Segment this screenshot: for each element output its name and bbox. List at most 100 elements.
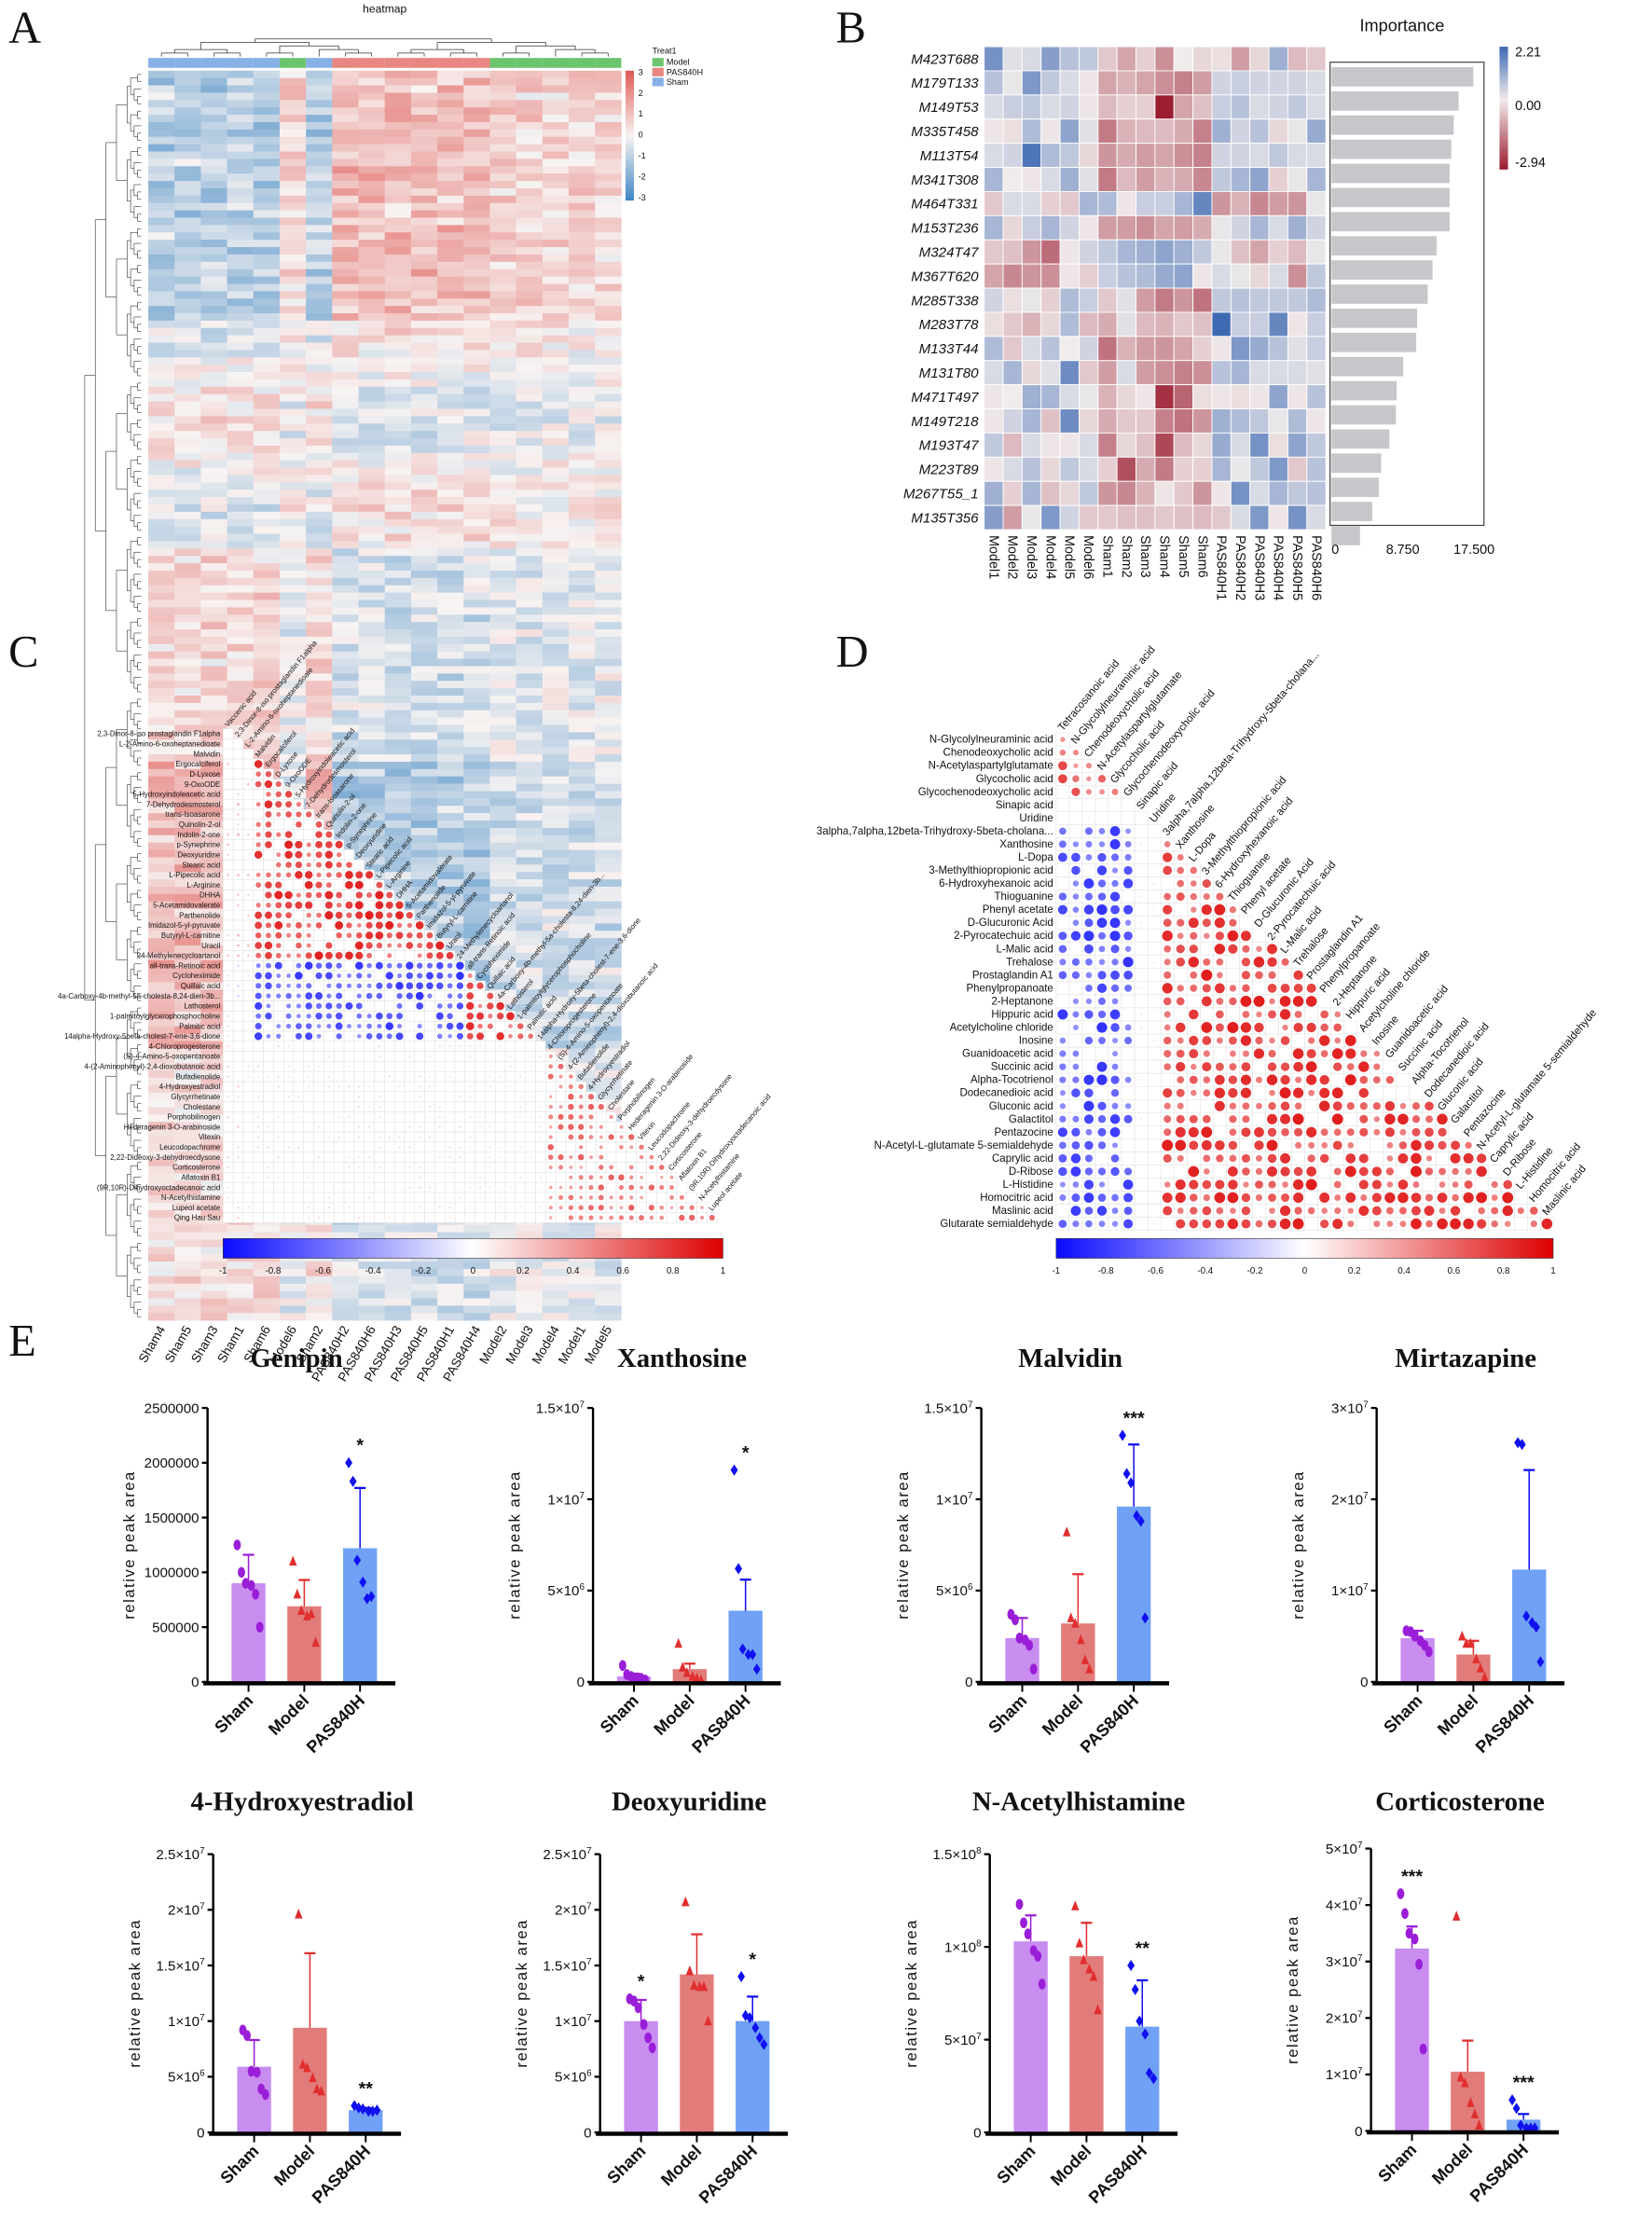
heatmap-cell [1002,432,1023,458]
heatmap-cell [516,1262,544,1270]
heatmap-cell [227,717,255,725]
heatmap-cell [306,761,333,770]
heatmap-cell [279,614,307,623]
heatmap-cell [463,1305,490,1314]
heatmap-cell [148,629,175,638]
heatmap-cell [437,372,464,380]
heatmap-cell [253,732,281,740]
grid-cell [343,889,355,901]
heatmap-cell [253,563,281,572]
heatmap-cell [516,379,544,388]
heatmap-cell [516,460,544,468]
heatmap-cell [148,77,175,86]
heatmap-cell [332,791,359,799]
heatmap-cell [516,225,544,233]
grid-cell [223,808,234,820]
heatmap-cell [595,952,622,961]
heatmap-cell [463,681,490,689]
heatmap-cell [595,806,622,814]
correlation-circle [316,862,323,868]
correlation-circle [356,983,363,989]
heatmap-cell [306,327,333,336]
heatmap-cell [410,879,438,888]
heatmap-cell [542,893,570,903]
heatmap-cell [384,195,412,204]
heatmap-cell [332,121,359,131]
heatmap-cell [516,467,544,476]
correlation-circle [417,953,422,958]
heatmap-cell [1287,336,1308,362]
heatmap-cell [569,791,596,799]
heatmap-cell [279,372,307,380]
heatmap-cell [358,798,386,807]
heatmap-cell [200,732,227,740]
heatmap-cell [148,1063,175,1071]
heatmap-cell [253,217,281,226]
heatmap-cell [410,636,438,645]
heatmap-cell [384,1232,412,1240]
heatmap-cell [384,503,412,513]
row-label: D-Lyxose [189,770,221,779]
heatmap-cell [463,445,490,454]
heatmap-cell [148,879,175,888]
heatmap-cell [306,482,333,490]
correlation-circle [305,992,313,1000]
heatmap-cell [516,312,544,322]
heatmap-cell [148,1173,175,1181]
heatmap-cell [279,658,307,667]
heatmap-cell [516,997,544,1005]
heatmap-cell [227,1275,255,1285]
heatmap-cell [200,1084,227,1094]
heatmap-cell [410,526,438,534]
correlation-circle [447,1003,453,1009]
heatmap-cell [437,658,464,667]
heatmap-cell [437,1298,464,1306]
heatmap-cell [306,563,333,572]
heatmap-cell [253,202,281,211]
heatmap-cell [306,408,333,417]
heatmap-cell [279,563,307,572]
heatmap-cell [516,210,544,218]
heatmap-cell [227,386,255,395]
heatmap-cell [306,254,333,263]
heatmap-cell [306,783,333,792]
row-label: Parthenolide [179,911,221,919]
legend-swatch [652,67,664,76]
heatmap-cell [279,386,307,395]
row-label: Imidazol-5-yl-pyruvate [148,921,221,930]
grid-cell [232,768,244,779]
heatmap-cell [332,129,359,138]
heatmap-cell [437,1224,464,1233]
heatmap-cell [569,1041,596,1049]
heatmap-cell [516,982,544,990]
heatmap-cell [332,232,359,241]
heatmap-cell [148,232,175,241]
heatmap-cell [516,585,544,593]
heatmap-cell [542,115,570,123]
correlation-circle [356,1034,362,1039]
heatmap-cell [437,202,464,211]
heatmap-cell [174,490,201,498]
heatmap-cell [569,77,596,86]
grid-cell [242,859,254,871]
heatmap-cell [569,908,596,917]
heatmap-cell [1078,360,1099,386]
heatmap-cell [148,350,175,358]
heatmap-cell [595,144,622,152]
heatmap-cell [1211,504,1232,531]
heatmap-cell [463,959,490,969]
heatmap-cell [984,384,1004,409]
heatmap-cell [595,717,622,725]
heatmap-cell [174,931,201,939]
heatmap-cell [463,1283,490,1291]
heatmap-cell [306,651,333,659]
heatmap-cell [384,166,412,174]
row-label: M464T331 [911,197,978,213]
heatmap-cell [279,365,307,373]
correlation-circle [237,793,240,796]
heatmap-cell [148,592,175,600]
heatmap-cell [542,872,570,880]
heatmap-cell [279,533,307,542]
heatmap-cell [332,556,359,564]
heatmap-cell [984,118,1004,145]
